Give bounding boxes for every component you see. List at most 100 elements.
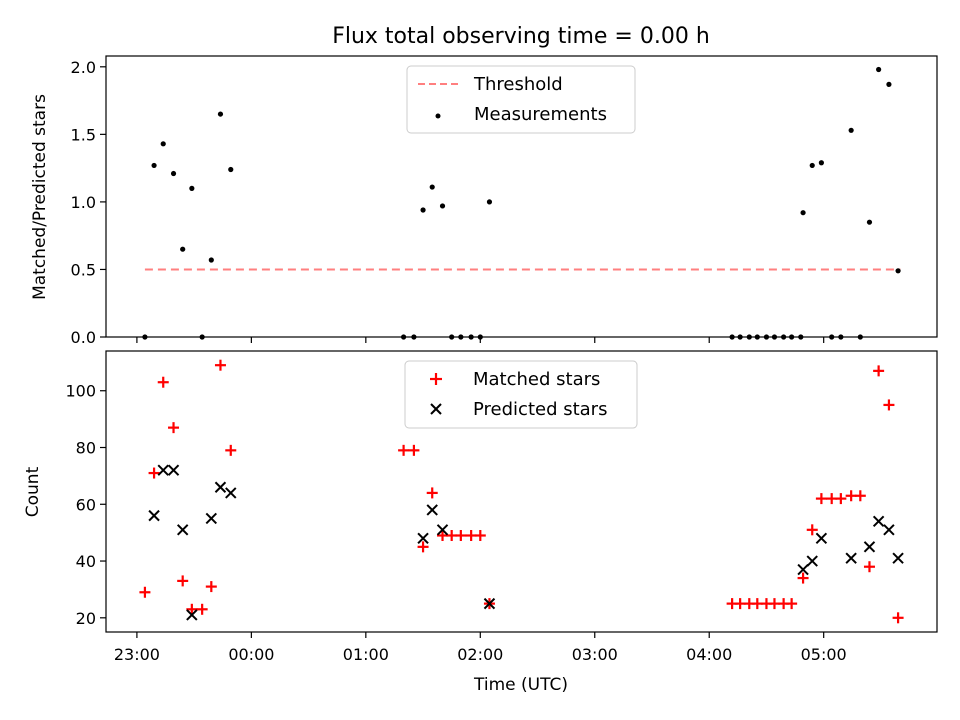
top-y-axis-label: Matched/Predicted stars [30,94,50,300]
y-tick-label: 60 [76,495,96,514]
predicted-stars-point [148,509,160,522]
matched-stars-point [148,467,160,479]
measurement-point [217,111,224,117]
measurement-point [886,81,892,87]
predicted-stars-point [815,532,828,545]
y-tick-label: 80 [76,439,96,458]
matched-stars-point [892,612,904,624]
bottom-legend: Matched stars Predicted stars [404,360,638,429]
matched-stars-point [455,529,467,541]
measurement-point [895,268,901,274]
matched-stars-point [214,359,226,371]
predicted-stars-point [426,504,438,516]
matched-stars-point [177,575,189,587]
measurement-point [439,203,446,209]
x-tick-label: 03:00 [572,645,618,664]
measurement-point [180,246,186,252]
predicted-stars-point [806,555,818,567]
predicted-stars-point [157,464,169,476]
y-tick-label: 2.0 [71,58,96,77]
x-tick-label: 02:00 [457,645,503,664]
matched-stars-point [474,529,486,541]
predicted-stars-point [225,487,237,499]
chart-title: Flux total observing time = 0.00 h [332,24,710,49]
measurement-point [189,185,195,191]
bottom-legend-frame [404,360,638,429]
measurement-point [420,207,426,213]
bottom-y-axis-label: Count [23,466,43,517]
predicted-stars-point [892,552,904,564]
y-tick-label: 20 [76,609,96,628]
matched-stars-point [786,598,798,610]
bottom-plot-frame [105,350,938,633]
matched-stars-point [417,541,429,553]
legend-matched-swatch [430,373,442,385]
measurement-point [876,66,882,73]
y-tick-label: 100 [65,382,96,401]
measurement-point [800,210,806,216]
x-tick-label: 00:00 [228,645,274,664]
predicted-stars-point [205,512,218,525]
measurement-point [208,257,214,263]
legend-threshold-label: Threshold [473,74,563,95]
top-plot-frame [105,55,938,338]
matched-stars-point [196,603,208,615]
x-tick-label: 04:00 [686,645,732,664]
predicted-stars-point [797,563,809,576]
measurement-point [809,162,815,169]
legend-matched-label: Matched stars [473,369,600,390]
x-tick-label: 23:00 [114,645,160,664]
measurement-point [151,162,157,169]
measurement-point [228,166,234,173]
y-tick-label: 1.5 [71,125,96,144]
measurement-point [170,170,177,177]
y-tick-label: 40 [76,552,96,571]
matched-stars-point [168,422,180,434]
legend-predicted-label: Predicted stars [473,399,607,420]
matched-stars-point [863,561,875,573]
matched-stars-point [408,444,420,456]
matched-stars-point [205,581,217,593]
matched-stars-point [854,490,866,502]
y-tick-label: 1.0 [71,193,96,212]
matched-stars-point [797,572,809,584]
predicted-stars-point [483,597,496,610]
matched-stars-point [873,365,885,377]
predicted-stars-point [863,541,876,553]
matched-stars-point [157,376,169,388]
legend-predicted-swatch [430,403,442,415]
measurement-point [848,127,854,133]
predicted-stars-point [436,524,449,536]
y-tick-label: 0.5 [71,260,96,279]
top-legend: Threshold Measurements [406,65,636,134]
legend-measurements-swatch [435,113,441,119]
predicted-stars-point [176,524,189,536]
top-legend-frame [406,65,636,134]
measurement-point [818,160,824,166]
x-tick-label: 01:00 [343,645,389,664]
predicted-stars-point [417,532,429,545]
y-tick-label: 0.0 [71,328,96,347]
measurement-point [866,219,873,225]
predicted-stars-point [214,481,227,493]
measurement-point [160,141,166,147]
predicted-stars-point [872,515,885,528]
measurement-point [429,184,435,190]
predicted-stars-point [845,552,857,564]
matched-stars-point [806,524,818,536]
matched-stars-point [835,493,847,505]
predicted-stars-point [186,609,198,621]
x-axis-label: Time (UTC) [473,675,568,695]
matched-stars-point [426,487,438,499]
bottom-plot: 20 40 60 80 100 23:00 00:00 01:00 02:00 03:00 04:0… [65,359,904,664]
matched-stars-point [225,444,237,456]
predicted-stars-point [883,524,895,536]
measurement-point [486,199,493,205]
matched-stars-point [883,399,895,411]
predicted-stars-point [167,464,180,476]
x-tick-label: 05:00 [801,645,847,664]
matched-stars-point [398,444,410,456]
matched-stars-point [815,493,827,505]
matched-stars-point [186,603,198,615]
